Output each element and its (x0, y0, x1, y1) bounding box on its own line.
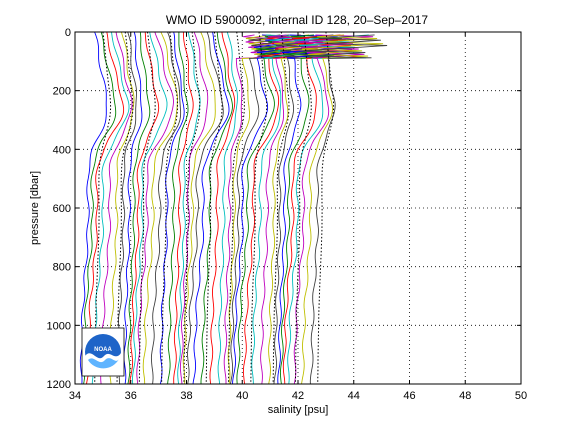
profile-line (179, 31, 209, 385)
mean-profile-line (183, 31, 201, 385)
profile-line (200, 31, 233, 384)
profile-line (127, 31, 151, 385)
y-tick-label: 400 (53, 144, 71, 156)
profile-line (268, 34, 334, 385)
profile-line (129, 31, 160, 385)
profile-line (293, 34, 374, 385)
y-axis-ticks: 0 200 400 600 800 1000 1200 (47, 27, 521, 391)
profile-line (209, 31, 236, 385)
profile-line (236, 34, 303, 385)
mean-profile-line (294, 31, 312, 385)
mean-profile-line (250, 31, 268, 385)
y-tick-label: 600 (53, 203, 71, 215)
profile-line (232, 34, 298, 385)
profile-line (251, 34, 317, 385)
profile-line (79, 31, 107, 385)
profile-line (242, 34, 312, 385)
x-tick-label: 48 (459, 390, 471, 402)
profile-lines (79, 31, 388, 385)
profile-line (177, 31, 201, 385)
mean-profile-line (116, 31, 134, 385)
profile-line (277, 34, 348, 385)
mean-profile-line (205, 31, 223, 385)
profile-line (136, 31, 174, 385)
profile-line (223, 34, 277, 384)
x-tick-label: 50 (515, 390, 527, 402)
profile-line (217, 31, 238, 385)
mean-profile-line (161, 31, 179, 385)
x-tick-label: 34 (69, 390, 81, 402)
profile-line (302, 34, 388, 385)
profile-line (117, 31, 137, 385)
y-tick-label: 800 (53, 262, 71, 274)
x-tick-label: 44 (348, 390, 360, 402)
mean-profile-line (138, 31, 156, 385)
y-axis-label: pressure [dbar] (29, 171, 41, 245)
x-tick-label: 46 (403, 390, 415, 402)
profile-line (229, 34, 289, 385)
x-axis-label: salinity [psu] (268, 404, 329, 416)
profile-line (279, 34, 353, 385)
profile-line (132, 31, 168, 385)
x-axis-ticks: 34 36 38 40 42 44 46 48 50 (69, 32, 527, 402)
noaa-logo: NOAA (81, 327, 125, 377)
profile-line (282, 34, 362, 385)
profile-line (109, 31, 135, 385)
noaa-logo-text: NOAA (94, 347, 112, 353)
x-tick-label: 40 (236, 390, 248, 402)
mean-profile-line (228, 31, 245, 385)
mean-profile-line (317, 31, 335, 385)
x-tick-label: 36 (125, 390, 137, 402)
chart-title: WMO ID 5900092, internal ID 128, 20–Sep–… (166, 13, 428, 27)
x-tick-label: 42 (292, 390, 304, 402)
profile-line (100, 31, 133, 385)
profile-line (167, 32, 189, 385)
profile-line (142, 31, 178, 385)
profile-line (173, 31, 194, 385)
profile-line (227, 34, 282, 385)
profile-line (192, 31, 230, 385)
y-tick-label: 1200 (47, 379, 71, 391)
x-tick-label: 38 (180, 390, 192, 402)
mean-profile-line (94, 31, 112, 385)
profile-line (260, 34, 322, 385)
profile-line (123, 31, 143, 385)
profile-line (187, 31, 224, 385)
y-tick-label: 200 (53, 86, 71, 98)
profile-line (287, 34, 369, 385)
y-tick-label: 1000 (47, 320, 71, 332)
mean-profile-line (272, 31, 290, 385)
profile-line (301, 34, 384, 385)
profile-line (86, 31, 125, 385)
profile-line (150, 31, 182, 385)
mean-profile-lines (94, 31, 335, 385)
profile-line (273, 34, 339, 385)
y-tick-label: 0 (65, 27, 71, 39)
profile-line (82, 31, 117, 385)
